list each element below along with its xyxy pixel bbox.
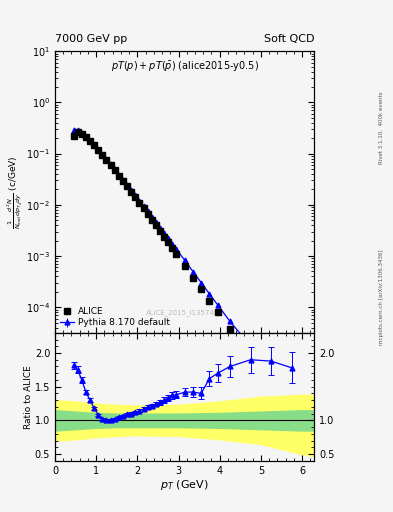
ALICE: [112, 167, 117, 174]
ALICE: [137, 200, 142, 206]
ALICE: [149, 217, 154, 223]
ALICE: [199, 286, 204, 292]
ALICE: [92, 142, 97, 148]
ALICE: [158, 228, 162, 234]
ALICE: [79, 131, 84, 137]
ALICE: [154, 222, 158, 228]
Text: 7000 GeV pp: 7000 GeV pp: [55, 33, 127, 44]
Text: $pT(p) + pT(\bar{p})$ (alice2015-y0.5): $pT(p) + pT(\bar{p})$ (alice2015-y0.5): [111, 60, 259, 74]
ALICE: [162, 233, 167, 240]
ALICE: [228, 326, 232, 332]
Text: Rivet 3.1.10,  400k events: Rivet 3.1.10, 400k events: [379, 92, 384, 164]
ALICE: [141, 205, 146, 211]
ALICE: [215, 309, 220, 315]
ALICE: [125, 183, 129, 189]
ALICE: [129, 188, 134, 195]
Y-axis label: Ratio to ALICE: Ratio to ALICE: [24, 365, 33, 429]
ALICE: [145, 211, 150, 217]
ALICE: [289, 404, 294, 410]
Line: ALICE: ALICE: [70, 129, 295, 410]
ALICE: [100, 152, 105, 158]
Y-axis label: $\frac{1}{N_{inal}}\frac{d^2N}{dp_{T_d}dy}$ (c/GeV): $\frac{1}{N_{inal}}\frac{d^2N}{dp_{T_d}d…: [5, 155, 25, 229]
ALICE: [166, 239, 171, 245]
ALICE: [108, 162, 113, 168]
ALICE: [116, 173, 121, 179]
ALICE: [121, 178, 125, 184]
Legend: ALICE, Pythia 8.170 default: ALICE, Pythia 8.170 default: [59, 306, 171, 328]
ALICE: [75, 129, 80, 135]
Text: ALICE_2015_I1357424: ALICE_2015_I1357424: [146, 309, 224, 316]
ALICE: [133, 194, 138, 200]
ALICE: [248, 352, 253, 358]
X-axis label: $p_T$ (GeV): $p_T$ (GeV): [160, 478, 209, 493]
Text: Soft QCD: Soft QCD: [264, 33, 314, 44]
Text: mcplots.cern.ch [arXiv:1306.3436]: mcplots.cern.ch [arXiv:1306.3436]: [379, 249, 384, 345]
ALICE: [207, 297, 212, 304]
ALICE: [104, 157, 109, 163]
ALICE: [96, 147, 101, 153]
ALICE: [84, 134, 88, 140]
ALICE: [88, 138, 92, 144]
ALICE: [182, 263, 187, 269]
ALICE: [269, 378, 274, 384]
ALICE: [174, 250, 179, 257]
ALICE: [71, 133, 76, 139]
ALICE: [191, 274, 195, 281]
ALICE: [170, 245, 175, 251]
